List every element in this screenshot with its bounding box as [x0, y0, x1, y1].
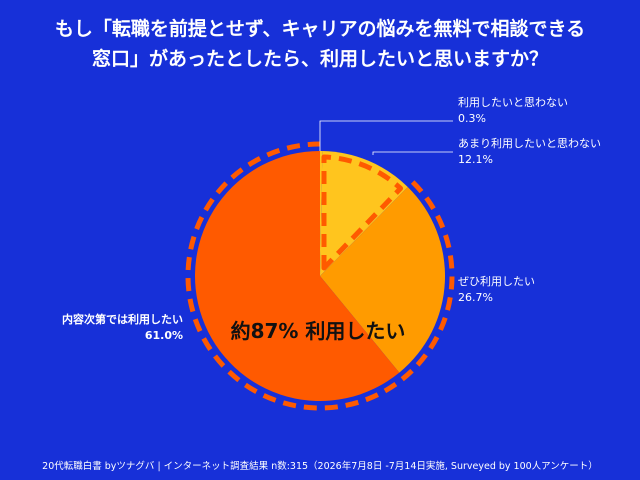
slice-label: あまり利用したいと思わない [458, 137, 601, 150]
slice-value-label: 26.7% [458, 291, 493, 304]
slice-label: 内容次第では利用したい [62, 312, 183, 326]
chart-title-line1: もし「転職を前提とせず、キャリアの悩みを無料で相談できる [54, 18, 586, 40]
slice-label: ぜひ利用したい [458, 275, 535, 288]
slice-label: 利用したいと思わない [458, 96, 568, 109]
dashed-outline-interested [185, 141, 455, 411]
pie-slice [195, 151, 400, 401]
leader-line [372, 151, 453, 155]
pie-slice [320, 186, 446, 373]
survey-footnote: 20代転職白書 byツナグバ | インターネット調査結果 n数:315（2026… [42, 461, 598, 472]
slice-value-label: 12.1% [458, 153, 493, 166]
dashed-outline-not-interested [321, 154, 404, 271]
chart-title-line2: 窓口」があったとしたら、利用したいと思いますか？ [91, 48, 548, 70]
slice-value-label: 61.0% [145, 329, 183, 342]
slice-value-label: 0.3% [458, 112, 486, 125]
pie-slice [320, 151, 408, 276]
leader-line [319, 120, 453, 151]
chart-annotation: 約87% 利用したい [231, 319, 406, 343]
chart-title: もし「転職を前提とせず、キャリアの悩みを無料で相談できる 窓口」があったとしたら… [0, 14, 640, 74]
